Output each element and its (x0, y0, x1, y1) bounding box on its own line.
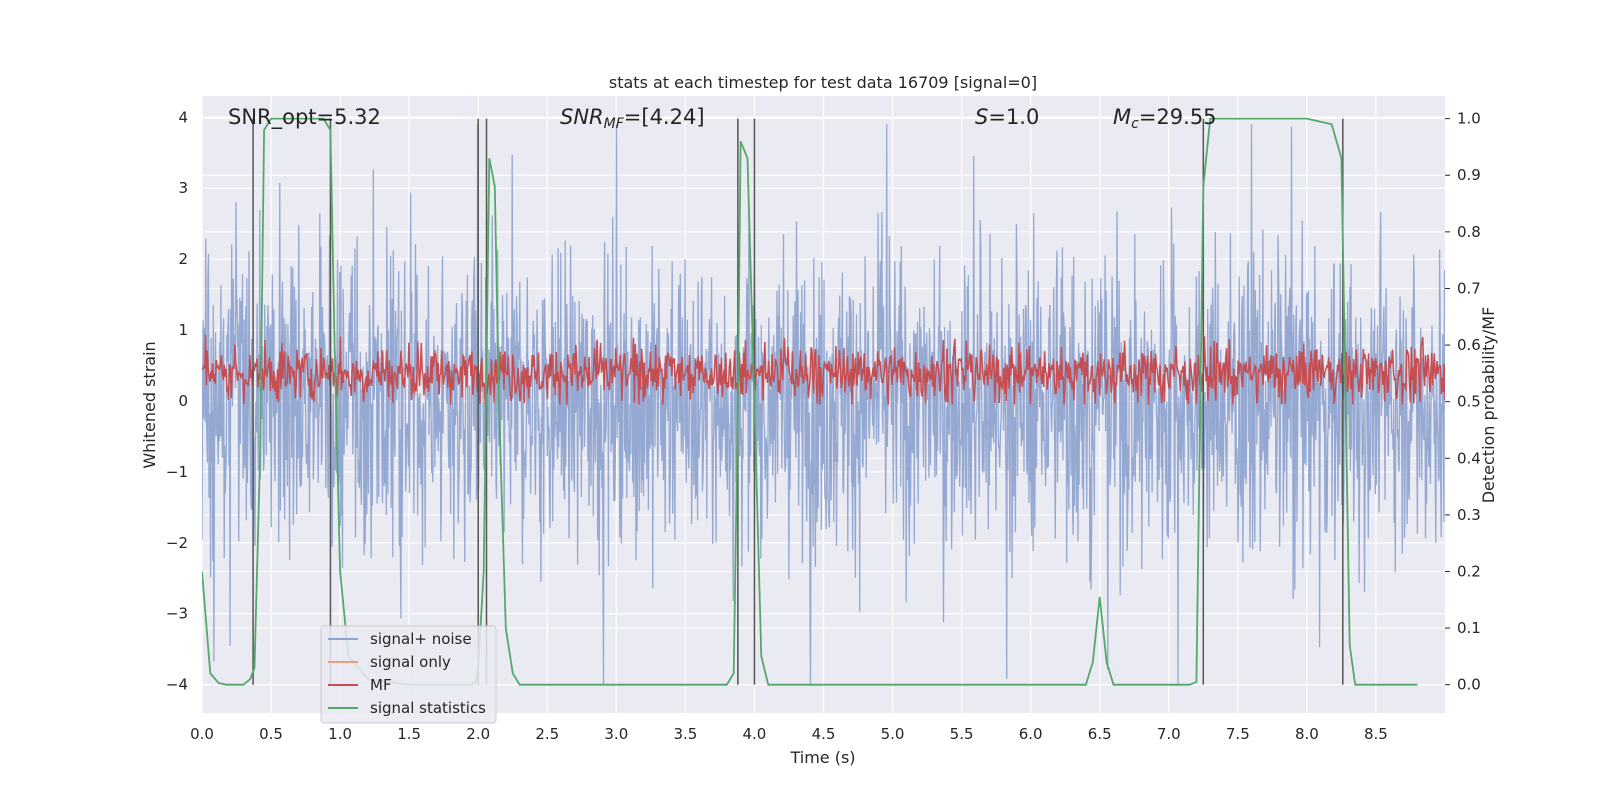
y-tick-label: −3 (166, 605, 188, 623)
snr-mf-subscript: MF (604, 116, 625, 132)
x-tick-label: 7.5 (1226, 725, 1250, 743)
y-tick-label: 4 (178, 108, 188, 126)
mc-annotation: Mc=29.55 (1113, 105, 1217, 132)
s-annotation: S=1.0 (975, 105, 1039, 129)
x-tick-labels: 0.0 0.5 1.0 1.5 2.0 2.5 3.0 3.5 4.0 4.5 5.0 5.5 6.0 6… (190, 725, 1388, 743)
y-tick-label: 1 (178, 321, 188, 339)
right-y-tick-label: 0.3 (1457, 506, 1481, 524)
right-y-tick-label: 0.0 (1457, 676, 1481, 694)
x-tick-label: 1.5 (397, 725, 421, 743)
snr-mf-value: =[4.24] (624, 105, 705, 129)
right-y-tick-label: 0.9 (1457, 166, 1481, 184)
legend-label-signal-only: signal only (370, 653, 451, 671)
chart-title: stats at each timestep for test data 167… (609, 73, 1037, 92)
s-symbol: S (975, 105, 988, 129)
right-y-tick-label: 1.0 (1457, 110, 1481, 128)
y-tick-label: 2 (178, 250, 188, 268)
snr-mf-main: SNR (560, 105, 604, 129)
legend: signal+ noise signal only MF signal stat… (320, 625, 497, 724)
mc-subscript: c (1131, 116, 1139, 132)
right-y-tick-label: 0.7 (1457, 279, 1481, 297)
x-tick-label: 7.0 (1157, 725, 1181, 743)
right-y-axis-label: Detection probability/MF (1479, 307, 1498, 504)
x-tick-label: 4.0 (743, 725, 767, 743)
x-tick-label: 8.0 (1295, 725, 1319, 743)
signal-noise-series (202, 124, 1445, 685)
legend-box (320, 625, 497, 724)
y-tick-label: −2 (166, 534, 188, 552)
x-tick-label: 6.0 (1019, 725, 1043, 743)
right-y-tick-label: 0.1 (1457, 619, 1481, 637)
x-tick-label: 0.5 (259, 725, 283, 743)
x-axis-label: Time (s) (789, 748, 855, 767)
x-tick-label: 5.0 (881, 725, 905, 743)
y-tick-label: 0 (178, 392, 188, 410)
x-tick-label: 3.5 (673, 725, 697, 743)
signal-noise-line (202, 124, 1445, 685)
mc-value: =29.55 (1139, 105, 1217, 129)
x-tick-label: 1.0 (328, 725, 352, 743)
mf-series (202, 334, 1445, 405)
right-y-tick-label: 0.5 (1457, 393, 1481, 411)
right-y-tick-label: 0.6 (1457, 336, 1481, 354)
x-tick-label: 5.5 (950, 725, 974, 743)
mc-symbol: M (1113, 105, 1131, 129)
y-axis-label: Whitened strain (140, 341, 159, 468)
mf-line (202, 334, 1445, 405)
right-y-tick-label: 0.2 (1457, 562, 1481, 580)
right-y-tick-labels: 0.0 0.1 0.2 0.3 0.4 0.5 0.6 0.7 0.8 0.9 1.0 (1457, 110, 1481, 694)
signal-statistics-series (202, 117, 1418, 686)
legend-label-signal-statistics: signal statistics (370, 699, 486, 717)
snr-opt-annotation: SNR_opt=5.32 (228, 105, 381, 130)
y-tick-label: −4 (166, 676, 188, 694)
s-value: =1.0 (988, 105, 1039, 129)
y-tick-label: −1 (166, 463, 188, 481)
legend-label-signal-noise: signal+ noise (370, 630, 472, 648)
x-tick-label: 0.0 (190, 725, 214, 743)
snr-mf-annotation: SNRMF=[4.24] (560, 105, 705, 132)
y-tick-label: 3 (178, 179, 188, 197)
x-tick-label: 6.5 (1088, 725, 1112, 743)
x-tick-label: 2.0 (466, 725, 490, 743)
right-y-tick-label: 0.4 (1457, 449, 1481, 467)
x-tick-label: 8.5 (1364, 725, 1388, 743)
x-tick-label: 4.5 (812, 725, 836, 743)
x-tick-label: 3.0 (604, 725, 628, 743)
x-tick-label: 2.5 (535, 725, 559, 743)
signal-statistics-line (202, 117, 1418, 686)
right-y-tick-label: 0.8 (1457, 223, 1481, 241)
legend-label-mf: MF (370, 676, 392, 694)
y-tick-labels: −4 −3 −2 −1 0 1 2 3 4 (166, 108, 188, 693)
